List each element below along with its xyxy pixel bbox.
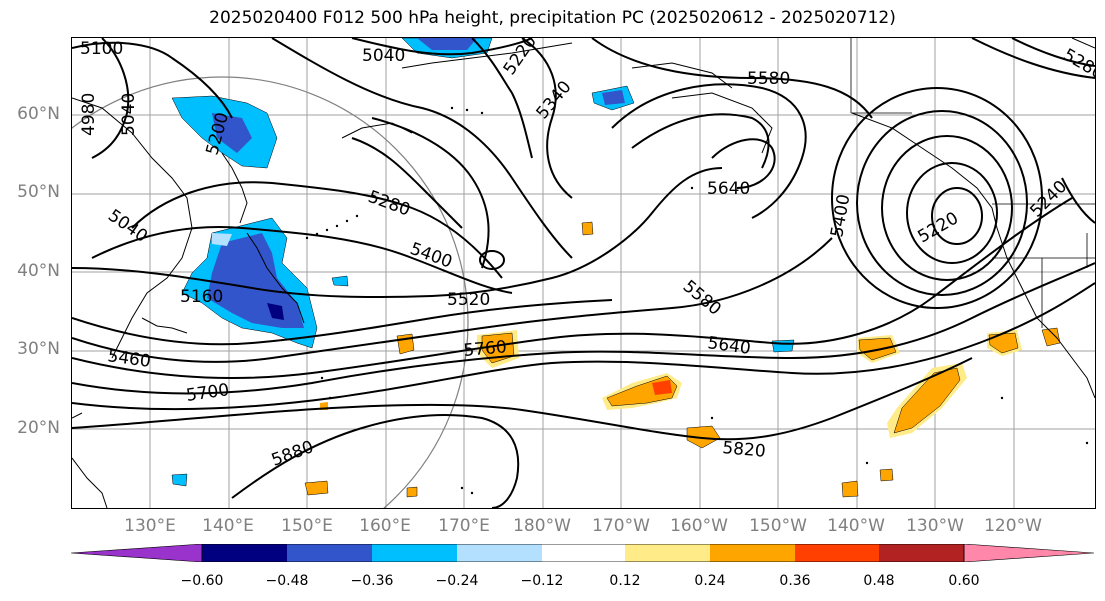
lon-label-170w: 170°W [592,516,650,536]
colorbar-tick: 0.36 [779,573,811,589]
lat-label-20n: 20°N [17,418,60,438]
contour-label: 5820 [722,438,767,462]
colorbar-tick: −0.24 [435,573,479,589]
colorbar-bin [542,544,625,562]
island-dots [305,106,1089,495]
lon-label-150w: 150°W [749,516,807,536]
lon-label-150e: 150°E [281,516,333,536]
lon-label-140w: 140°W [827,516,885,536]
contour-label: 5580 [747,69,790,89]
colorbar-outline [201,544,965,562]
colorbar-tick: −0.12 [520,573,564,589]
lon-label-180w: 180°W [513,516,571,536]
colorbar-extend-low [71,544,203,562]
contour-label: 4980 [79,93,99,136]
contour-label: 5280 [1060,45,1096,84]
colorbar-bin [795,544,879,562]
contour-label: 5280 [365,187,412,221]
contour-label: 5340 [533,77,576,123]
colorbar-bin [287,544,372,562]
colorbar-tick: −0.60 [180,573,224,589]
colorbar-tick: 0.60 [948,573,980,589]
colorbar-bin [710,544,795,562]
coastlines [72,38,1095,508]
contour-label: 5460 [106,346,152,372]
lon-label-140e: 140°E [202,516,254,536]
colorbar-tick: 0.24 [694,573,726,589]
contour-label: 5220 [915,208,962,247]
contour-label: 5640 [707,179,750,199]
colorbar-bin [879,544,964,562]
colorbar-bin [202,544,287,562]
lat-label-40n: 40°N [17,261,60,281]
colorbar-extend-high [963,544,1094,562]
lon-label-160w: 160°W [670,516,728,536]
contour-label: 5580 [679,277,725,320]
contour-label: 5400 [407,239,454,273]
contour-label: 5700 [185,380,231,406]
lon-label-170e: 170°E [438,516,490,536]
contour-label: 5880 [269,437,316,471]
map-canvas: 5100 5040 4980 5040 5200 5220 5340 5580 … [72,38,1095,508]
colorbar [71,544,1094,562]
colorbar-tick: −0.36 [350,573,394,589]
contour-label: 5220 [500,38,541,79]
colorbar-bin [372,544,457,562]
contour-label: 5100 [80,39,123,59]
lon-label-120w: 120°W [984,516,1042,536]
lon-label-160e: 160°E [359,516,411,536]
contour-label: 5040 [119,93,139,136]
height-contours [72,38,1095,508]
lat-label-30n: 30°N [17,339,60,359]
contour-label: 5040 [362,46,405,66]
reference-circle [72,76,469,508]
lat-label-60n: 60°N [17,104,60,124]
contour-label: 5760 [463,337,508,361]
contour-label: 5040 [104,206,151,247]
borders [850,38,1095,328]
colorbar-bin [457,544,542,562]
map-panel[interactable]: 5100 5040 4980 5040 5200 5220 5340 5580 … [71,37,1096,509]
lat-label-50n: 50°N [17,182,60,202]
colorbar-tick: 0.48 [863,573,895,589]
colorbar-tick: 0.12 [609,573,641,589]
map-title: 2025020400 F012 500 hPa height, precipit… [209,8,896,28]
colorbar-tick: −0.48 [265,573,309,589]
contour-label: 5160 [180,287,223,307]
lon-label-130w: 130°W [906,516,964,536]
colorbar-bin [625,544,710,562]
lon-label-130e: 130°E [124,516,176,536]
contour-label: 5520 [447,290,490,310]
